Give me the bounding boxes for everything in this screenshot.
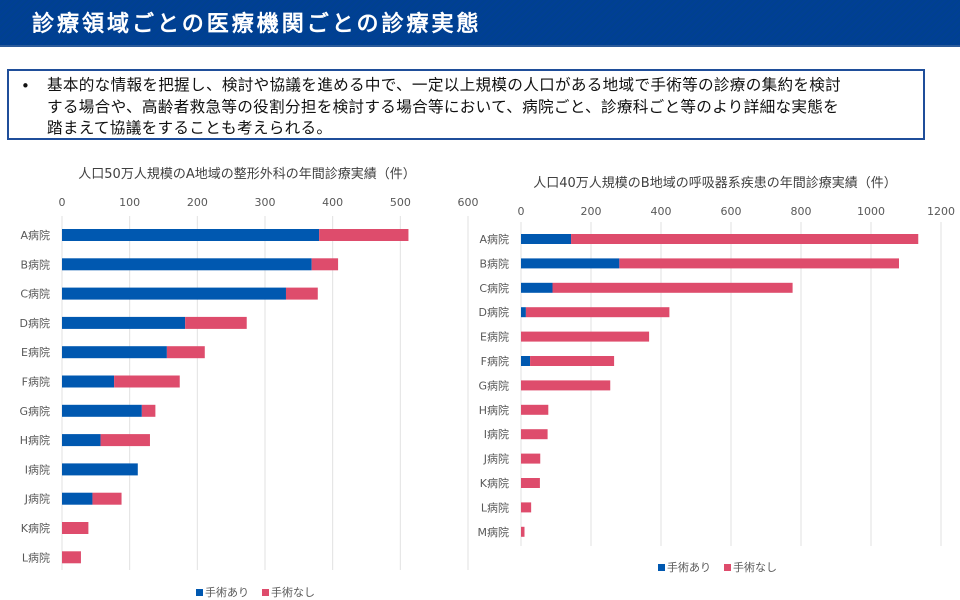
x-tick-label: 300 xyxy=(255,196,276,209)
note-line: する場合や、高齢者救急等の役割分担を検討する場合等において、病院ごと、診療科ごと… xyxy=(47,97,840,116)
category-label: A病院 xyxy=(479,232,509,246)
category-label: E病院 xyxy=(21,345,50,359)
bar-no-surgery xyxy=(521,478,540,488)
legend-swatch xyxy=(724,564,731,571)
bar-no-surgery xyxy=(285,287,318,300)
category-label: C病院 xyxy=(20,287,50,301)
bar-surgery xyxy=(62,492,93,505)
bar-surgery xyxy=(62,229,320,241)
bar-surgery xyxy=(521,282,553,293)
bar-no-surgery xyxy=(521,429,548,440)
charts-area: 人口50万人規模のA地域の整形外科の年間診療実績（件） 0 100 200 300 40… xyxy=(19,166,956,599)
x-tick-label: 0 xyxy=(518,205,525,218)
legend-label: 手術なし xyxy=(733,560,777,574)
x-tick-label: 600 xyxy=(721,205,742,218)
category-label: H病院 xyxy=(20,433,50,447)
bar-no-surgery xyxy=(92,492,122,505)
x-tick-label: 600 xyxy=(458,196,479,209)
category-label: J病院 xyxy=(24,492,50,506)
bar-no-surgery xyxy=(62,522,89,534)
note-line: 基本的な情報を把握し、検討や協議を進める中で、一定以上規模の人口がある地域で手術… xyxy=(47,76,842,94)
note-box: • 基本的な情報を把握し、検討や協議を進める中で、一定以上規模の人口がある地域で… xyxy=(7,69,925,140)
chart-respiratory: 人口40万人規模のB地域の呼吸器系疾患の年間診療実績（件） 0 200 400 600… xyxy=(478,175,956,574)
category-label: D病院 xyxy=(20,316,50,330)
x-tick-label: 500 xyxy=(390,196,411,209)
bar-no-surgery xyxy=(525,307,670,318)
bar-no-surgery xyxy=(552,282,793,293)
x-tick-label: 400 xyxy=(651,205,672,218)
x-tick-label: 400 xyxy=(322,196,343,209)
x-tick-label: 100 xyxy=(119,196,140,209)
category-label: D病院 xyxy=(479,305,509,319)
category-label: C病院 xyxy=(479,281,509,295)
bar-no-surgery xyxy=(319,229,409,241)
bar-no-surgery xyxy=(100,434,150,447)
chart-orthopedics: 人口50万人規模のA地域の整形外科の年間診療実績（件） 0 100 200 300 40… xyxy=(19,166,478,599)
legend-label: 手術なし xyxy=(271,585,315,599)
bar-no-surgery xyxy=(571,234,919,244)
x-tick-label: 800 xyxy=(791,205,812,218)
bar-surgery xyxy=(521,234,572,244)
category-label: E病院 xyxy=(480,330,509,344)
category-label: A病院 xyxy=(20,228,50,242)
category-label: M病院 xyxy=(478,525,510,539)
bar-no-surgery xyxy=(185,316,247,329)
bar-surgery xyxy=(62,258,312,271)
bullet-icon: • xyxy=(21,77,30,95)
bar-surgery xyxy=(62,434,101,447)
bar-no-surgery xyxy=(114,375,180,388)
legend-swatch xyxy=(196,589,203,596)
category-label: G病院 xyxy=(19,404,50,418)
x-tick-label: 200 xyxy=(581,205,602,218)
category-label: L病院 xyxy=(481,500,509,514)
x-tick-label: 200 xyxy=(187,196,208,209)
category-label: G病院 xyxy=(478,378,509,392)
x-tick-label: 1200 xyxy=(927,205,955,218)
bar-no-surgery xyxy=(521,453,541,464)
category-label: B病院 xyxy=(479,256,509,270)
note-line: 踏まえて協議をすることも考えられる。 xyxy=(47,119,333,137)
category-label: F病院 xyxy=(481,354,509,368)
legend-label: 手術あり xyxy=(667,560,711,574)
bar-no-surgery xyxy=(530,356,615,366)
bar-no-surgery xyxy=(166,346,205,359)
bar-surgery xyxy=(62,346,167,359)
legend-swatch xyxy=(262,589,269,596)
legend-label: 手術あり xyxy=(205,585,249,599)
bar-no-surgery xyxy=(141,404,156,417)
bar-no-surgery xyxy=(521,526,525,537)
bar-surgery xyxy=(62,463,138,476)
category-label: J病院 xyxy=(483,452,509,466)
category-label: H病院 xyxy=(479,403,509,417)
category-label: F病院 xyxy=(22,375,50,389)
bar-surgery xyxy=(521,356,531,366)
slide-title: 診療領域ごとの医療機関ごとの診療実態 xyxy=(32,12,482,37)
x-tick-label: 1000 xyxy=(857,205,885,218)
legend-swatch xyxy=(658,564,665,571)
bar-surgery xyxy=(62,404,142,417)
category-label: I病院 xyxy=(484,427,509,441)
bar-surgery xyxy=(62,287,286,300)
bar-surgery xyxy=(521,258,620,269)
bar-no-surgery xyxy=(619,258,899,269)
bar-no-surgery xyxy=(521,404,549,415)
bar-surgery xyxy=(62,375,115,388)
x-tick-label: 0 xyxy=(59,196,66,209)
bar-no-surgery xyxy=(521,502,532,513)
chart-title: 人口50万人規模のA地域の整形外科の年間診療実績（件） xyxy=(78,166,415,182)
category-label: I病院 xyxy=(25,462,50,476)
slide-header: 診療領域ごとの医療機関ごとの診療実態 xyxy=(0,0,960,47)
bar-no-surgery xyxy=(311,258,339,271)
bar-surgery xyxy=(521,307,526,318)
bar-no-surgery xyxy=(62,551,81,564)
category-label: L病院 xyxy=(22,550,50,564)
chart-title: 人口40万人規模のB地域の呼吸器系疾患の年間診療実績（件） xyxy=(533,175,896,191)
category-label: K病院 xyxy=(480,476,509,490)
note-text: 基本的な情報を把握し、検討や協議を進める中で、一定以上規模の人口がある地域で手術… xyxy=(47,75,927,140)
bar-surgery xyxy=(62,316,186,329)
bar-no-surgery xyxy=(521,380,611,391)
category-label: K病院 xyxy=(21,521,50,535)
bar-no-surgery xyxy=(521,331,650,342)
category-label: B病院 xyxy=(20,257,50,271)
